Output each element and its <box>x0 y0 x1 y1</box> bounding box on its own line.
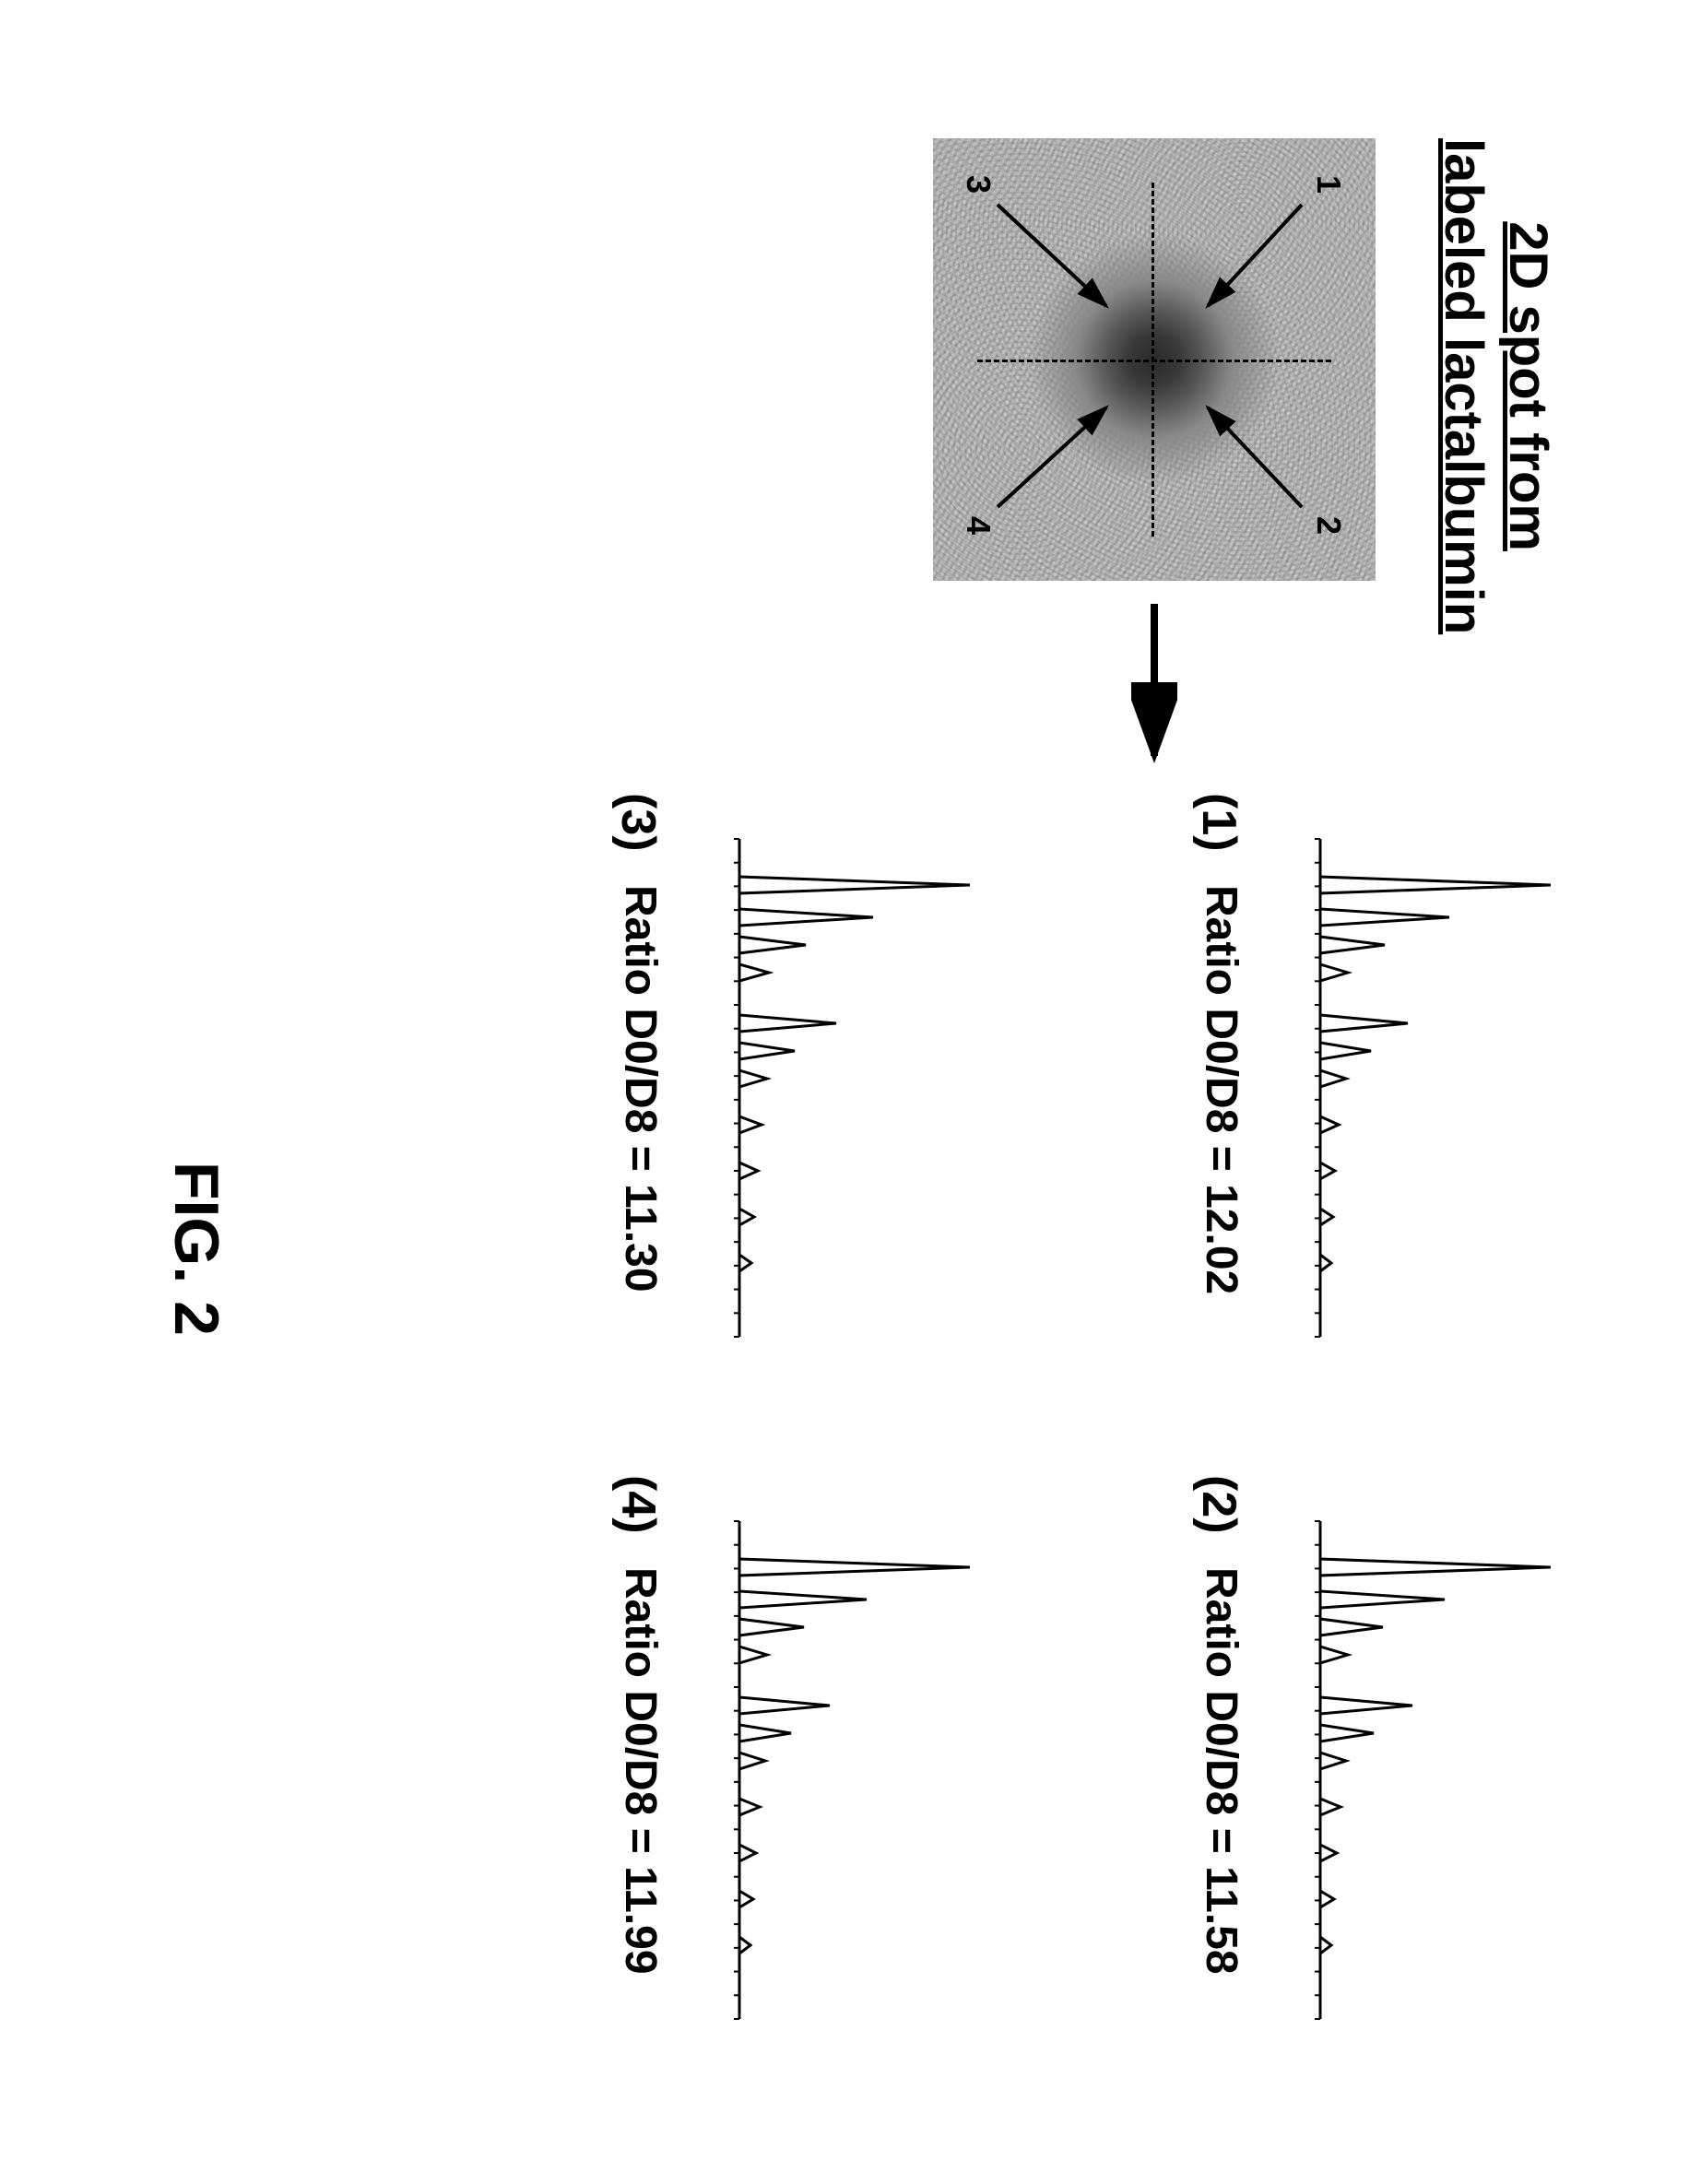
gel-2d-spot-image: 1 2 3 4 <box>933 138 1376 581</box>
spectrum-panel-2: (2) Ratio D0/D8 = 11.58 <box>1108 1512 1551 2028</box>
quadrant-label-4: 4 <box>959 516 998 535</box>
ratio-text-1: Ratio D0/D8 = 12.02 <box>1196 885 1246 1294</box>
figure-title: 2D spot from labeled lactalbumin <box>1432 138 1560 634</box>
quadrant-label-1: 1 <box>1309 175 1348 194</box>
panel-label-1: (1) <box>1191 793 1246 852</box>
panel-label-2: (2) <box>1191 1475 1246 1534</box>
quadrant-divider-vertical <box>977 360 1331 362</box>
mass-spectrum-2 <box>1274 1512 1551 2028</box>
ratio-text-2: Ratio D0/D8 = 11.58 <box>1196 1567 1246 1975</box>
panel-label-4: (4) <box>610 1475 666 1534</box>
mass-spectrum-4 <box>693 1512 970 2028</box>
mass-spectrum-1 <box>1274 830 1551 1346</box>
title-line1: 2D spot from <box>1498 221 1558 551</box>
gel-to-spectra-arrow <box>1131 599 1177 784</box>
title-line2: labeled lactalbumin <box>1434 138 1494 634</box>
spectrum-panel-3: (3) Ratio D0/D8 = 11.30 <box>527 830 970 1346</box>
quadrant-label-2: 2 <box>1309 516 1348 535</box>
ratio-text-4: Ratio D0/D8 = 11.99 <box>615 1567 666 1975</box>
spectrum-panel-4: (4) Ratio D0/D8 = 11.99 <box>527 1512 970 2028</box>
quadrant-label-3: 3 <box>959 175 998 194</box>
spectrum-panel-1: (1) Ratio D0/D8 = 12.02 <box>1108 830 1551 1346</box>
rotated-figure-container: 2D spot from labeled lactalbumin 1 2 3 4 <box>0 0 1689 2184</box>
ratio-text-3: Ratio D0/D8 = 11.30 <box>615 885 666 1293</box>
mass-spectrum-3 <box>693 830 970 1346</box>
panel-label-3: (3) <box>610 793 666 852</box>
figure-number-label: FIG. 2 <box>160 1162 232 1336</box>
